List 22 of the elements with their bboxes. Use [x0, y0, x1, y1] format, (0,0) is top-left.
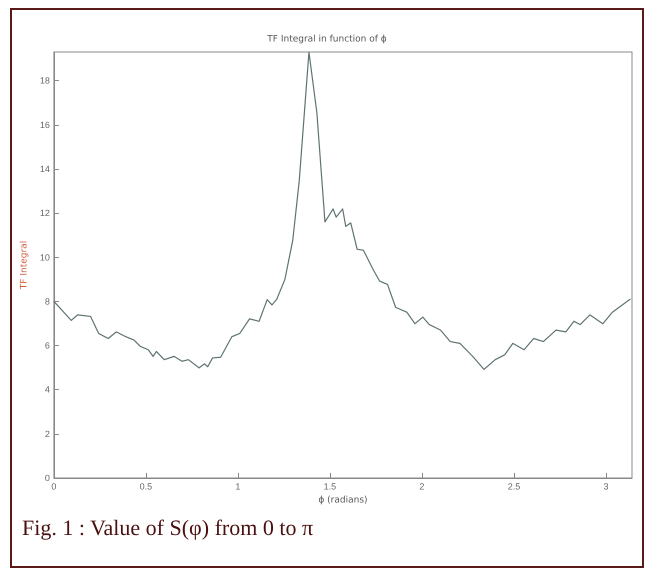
y-tick-label: 16 — [40, 120, 50, 130]
y-tick-label: 12 — [40, 208, 50, 218]
y-tick-label: 4 — [44, 384, 50, 395]
x-tick-label: 2 — [419, 482, 424, 492]
y-tick-label: 10 — [40, 252, 50, 262]
x-tick-label: 1.5 — [324, 482, 336, 492]
y-axis-title: TF Integral — [20, 240, 30, 290]
line-series — [53, 52, 631, 370]
chart-title: TF Integral in function of ϕ — [266, 34, 387, 44]
x-axis-title: ϕ (radians) — [318, 496, 368, 506]
y-tick-label: 8 — [44, 296, 50, 306]
y-tick-label: 14 — [40, 164, 50, 174]
y-tick-label: 2 — [44, 428, 50, 439]
y-tick-label: 18 — [40, 76, 50, 86]
x-tick-label: 0.5 — [140, 482, 152, 492]
y-tick-label: 6 — [44, 340, 50, 351]
x-tick-label: 1 — [235, 482, 240, 492]
y-tick-label: 0 — [44, 473, 50, 483]
caption: Fig. 1 : Value of S(φ) from 0 to π — [22, 515, 314, 541]
x-tick-label: 3 — [603, 482, 608, 492]
x-tick-label: 0 — [51, 482, 56, 492]
x-tick-label: 2.5 — [508, 482, 520, 492]
